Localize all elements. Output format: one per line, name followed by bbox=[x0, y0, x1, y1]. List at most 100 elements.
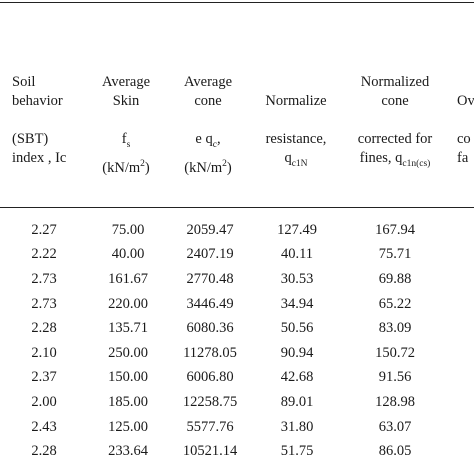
table-cell: 2.73 bbox=[31, 270, 57, 287]
header-normalize: Normalize resistance, qc1N bbox=[252, 92, 340, 174]
table-cell: 40.00 bbox=[111, 246, 145, 263]
table-cell: 83.09 bbox=[378, 320, 412, 337]
header-spacer bbox=[88, 111, 164, 130]
table-cell: 30.53 bbox=[280, 270, 314, 287]
header-spacer bbox=[457, 111, 474, 130]
table-cell: 2.28 bbox=[31, 443, 57, 460]
header-line: resistance, bbox=[265, 131, 327, 147]
table-cell: 65.22 bbox=[378, 295, 412, 312]
table-cell: 2.43 bbox=[31, 418, 57, 435]
table-cell: 12258.75 bbox=[182, 393, 238, 410]
table-cell: 89.01 bbox=[280, 393, 314, 410]
table-cell: 86.05 bbox=[378, 443, 412, 460]
header-overall-cutoff: Ov co fa bbox=[457, 92, 474, 168]
table-cell-cutoff bbox=[448, 439, 474, 464]
table-row: 2.00 185.00 12258.75 89.01 128.98 bbox=[0, 390, 474, 415]
unit: (kN/m bbox=[184, 159, 223, 176]
table-cell-cutoff bbox=[448, 341, 474, 366]
header-line: co bbox=[457, 131, 471, 147]
subscript: c1n(cs) bbox=[402, 158, 431, 169]
superscript: 2 bbox=[140, 158, 145, 169]
header-line: corrected for bbox=[357, 131, 433, 147]
table-row: 2.28 233.64 10521.14 51.75 86.05 bbox=[0, 439, 474, 464]
header-line: qc1N bbox=[252, 149, 340, 174]
table-cell-cutoff bbox=[448, 316, 474, 341]
unit-close: ) bbox=[144, 159, 150, 176]
table-cell: 2407.19 bbox=[186, 246, 234, 263]
table-cell: 125.00 bbox=[108, 418, 148, 435]
table-row: 2.27 75.00 2059.47 127.49 167.94 bbox=[0, 218, 474, 243]
header-line: (SBT) bbox=[12, 131, 49, 147]
table-cell: 150.00 bbox=[108, 369, 148, 386]
table-row: 2.22 40.00 2407.19 40.11 75.71 bbox=[0, 243, 474, 268]
header-spacer bbox=[252, 111, 340, 130]
table-row: 2.37 150.00 6006.80 42.68 91.56 bbox=[0, 366, 474, 391]
header-soil-behavior: Soil behavior (SBT) index , Ic bbox=[12, 73, 66, 168]
header-line: cone bbox=[381, 93, 409, 109]
table-cell: 2.10 bbox=[31, 344, 57, 361]
table-cell-cutoff bbox=[448, 243, 474, 268]
table-cell: 2.22 bbox=[31, 246, 57, 263]
table-cell: 6006.80 bbox=[186, 369, 234, 386]
table-cell: 2.27 bbox=[31, 221, 57, 238]
table-cell: 167.94 bbox=[375, 221, 415, 238]
table-cell: 250.00 bbox=[108, 344, 148, 361]
table-row: 2.73 220.00 3446.49 34.94 65.22 bbox=[0, 292, 474, 317]
table-cell: 2.73 bbox=[31, 295, 57, 312]
table-cell: 90.94 bbox=[280, 344, 314, 361]
table-cell-cutoff bbox=[448, 415, 474, 440]
table-row: 2.73 161.67 2770.48 30.53 69.88 bbox=[0, 267, 474, 292]
table-cell: 185.00 bbox=[108, 393, 148, 410]
header-spacer bbox=[12, 111, 66, 130]
header-line: Normalized bbox=[360, 74, 430, 90]
table-cell: 40.11 bbox=[280, 246, 314, 263]
header-line: (kN/m2) bbox=[88, 155, 164, 178]
symbol: q bbox=[284, 150, 292, 166]
symbol: f bbox=[121, 131, 127, 147]
table-cell: 2.00 bbox=[31, 393, 57, 410]
symbol: fines, q bbox=[359, 150, 403, 166]
symbol: e q bbox=[195, 131, 213, 147]
unit-close: ) bbox=[226, 159, 232, 176]
header-line: e qc, bbox=[168, 130, 248, 155]
header-line: Soil bbox=[12, 74, 36, 90]
table-cell: 2.37 bbox=[31, 369, 57, 386]
table-cell-cutoff bbox=[448, 267, 474, 292]
table-cell: 50.56 bbox=[280, 320, 314, 337]
table-cell: 3446.49 bbox=[186, 295, 234, 312]
header-spacer bbox=[168, 111, 248, 130]
table-cell: 2.28 bbox=[31, 320, 57, 337]
table-cell: 42.68 bbox=[280, 369, 314, 386]
header-line: behavior bbox=[12, 93, 63, 109]
comma: , bbox=[216, 131, 221, 147]
table-cell: 128.98 bbox=[375, 393, 415, 410]
table-cell: 11278.05 bbox=[183, 344, 237, 361]
table-cell-cutoff bbox=[448, 218, 474, 243]
header-average-skin: Average Skin fs (kN/m2) bbox=[88, 73, 164, 178]
table-cell: 161.67 bbox=[108, 270, 148, 287]
table-cell: 150.72 bbox=[375, 344, 415, 361]
header-line: fa bbox=[457, 150, 469, 166]
table-cell: 6080.36 bbox=[186, 320, 234, 337]
header-line: Ov bbox=[457, 93, 474, 109]
table-cell: 127.49 bbox=[277, 221, 317, 238]
table-cell-cutoff bbox=[448, 292, 474, 317]
table-row: 2.43 125.00 5577.76 31.80 63.07 bbox=[0, 415, 474, 440]
header-line: fs bbox=[88, 130, 164, 155]
table-row: 2.28 135.71 6080.36 50.56 83.09 bbox=[0, 316, 474, 341]
table-cell: 75.00 bbox=[111, 221, 145, 238]
table-row: 2.10 250.00 11278.05 90.94 150.72 bbox=[0, 341, 474, 366]
header-average-cone: Average cone e qc, (kN/m2) bbox=[168, 73, 248, 178]
header-line: cone bbox=[194, 93, 222, 109]
table-cell: 75.71 bbox=[378, 246, 412, 263]
table-cell-cutoff bbox=[448, 366, 474, 391]
header-line: Normalize bbox=[265, 93, 327, 109]
unit: (kN/m bbox=[102, 159, 141, 176]
subscript: c1N bbox=[291, 158, 308, 169]
header-line: Average bbox=[101, 74, 151, 90]
table-cell: 2059.47 bbox=[186, 221, 234, 238]
header-normalized-cone: Normalized cone corrected for fines, qc1… bbox=[342, 73, 448, 174]
table-cell: 5577.76 bbox=[186, 418, 234, 435]
table-cell: 63.07 bbox=[378, 418, 412, 435]
table-cell: 2770.48 bbox=[186, 270, 234, 287]
